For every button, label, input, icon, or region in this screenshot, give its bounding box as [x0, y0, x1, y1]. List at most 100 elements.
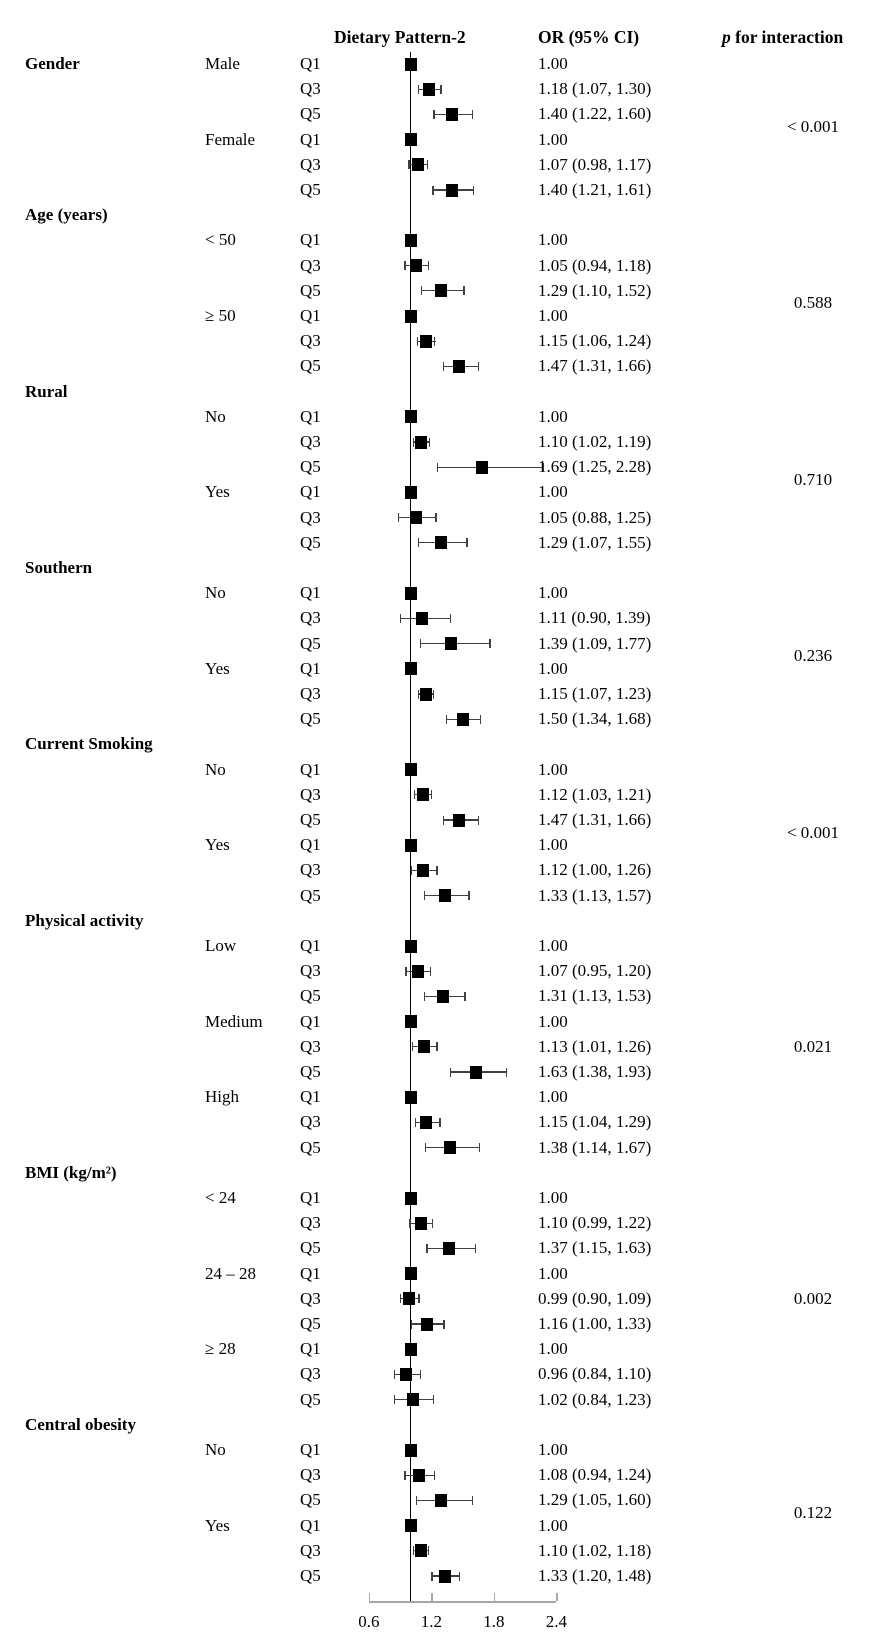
- or-value: 1.00: [538, 230, 568, 250]
- ci-cap-right: [505, 1067, 508, 1077]
- quintile-label: Q1: [300, 658, 321, 678]
- or-marker: [404, 838, 417, 852]
- quintile-label: Q3: [300, 1288, 321, 1308]
- ci-cap-right: [471, 109, 473, 119]
- ci-cap-right: [479, 714, 482, 724]
- ci-cap-left: [404, 1470, 406, 1480]
- quintile-label: Q3: [300, 784, 321, 804]
- quintile-label: Q5: [300, 1137, 321, 1157]
- p-interaction-value: 0.002: [793, 1288, 833, 1308]
- subgroup-label: No: [205, 406, 226, 426]
- or-value: 1.07 (0.98, 1.17): [538, 154, 652, 174]
- quintile-label: Q1: [300, 406, 321, 426]
- or-value: 1.00: [538, 1440, 568, 1459]
- x-axis-tick-label: 1.2: [420, 1612, 442, 1631]
- or-marker: [411, 158, 424, 172]
- or-value: 1.00: [538, 658, 568, 678]
- quintile-label: Q1: [300, 1263, 321, 1283]
- or-marker: [404, 309, 417, 323]
- or-marker: [412, 1468, 425, 1482]
- or-marker: [476, 460, 489, 474]
- or-marker: [404, 1342, 417, 1356]
- or-marker: [404, 1090, 417, 1104]
- ci-cap-left: [412, 437, 414, 447]
- subgroup-label: Low: [205, 936, 237, 955]
- or-value: 1.00: [538, 1011, 568, 1031]
- quintile-label: Q5: [300, 104, 321, 124]
- or-marker: [404, 410, 417, 424]
- ci-cap-right: [430, 790, 433, 800]
- ci-cap-right: [427, 1546, 430, 1556]
- ci-cap-right: [471, 1495, 473, 1505]
- subgroup-label: Yes: [205, 835, 230, 855]
- or-value: 1.00: [538, 835, 568, 855]
- p-column-header: p for interaction: [722, 27, 843, 48]
- ci-cap-left: [432, 185, 434, 195]
- or-value: 1.18 (1.07, 1.30): [538, 79, 652, 99]
- or-value: 1.50 (1.34, 1.68): [538, 709, 652, 729]
- ci-cap-left: [419, 639, 422, 649]
- or-value: 1.00: [538, 306, 568, 325]
- quintile-label: Q5: [300, 457, 321, 477]
- subgroup-label: High: [205, 1087, 239, 1107]
- ci-cap-right: [432, 1218, 434, 1228]
- ci-cap-left: [404, 261, 406, 271]
- or-marker: [409, 259, 422, 273]
- or-value: 1.15 (1.07, 1.23): [538, 684, 652, 703]
- quintile-label: Q5: [300, 1062, 321, 1081]
- group-label: Gender: [25, 54, 80, 73]
- ci-cap-left: [417, 84, 420, 94]
- ci-cap-left: [410, 1319, 412, 1329]
- or-value: 1.05 (0.94, 1.18): [538, 255, 652, 275]
- ci-cap-left: [426, 1243, 428, 1253]
- ci-cap-left: [412, 1546, 414, 1556]
- ci-cap-right: [472, 185, 475, 195]
- or-marker: [414, 435, 427, 449]
- subgroup-label: Male: [205, 54, 240, 73]
- or-marker: [414, 1216, 427, 1230]
- quintile-label: Q5: [300, 1389, 321, 1409]
- or-value: 1.00: [538, 759, 568, 779]
- or-marker: [406, 1393, 419, 1407]
- or-marker: [446, 183, 459, 197]
- ci-cap-right: [468, 891, 470, 901]
- p-column-header-rest: for interaction: [730, 27, 844, 47]
- subgroup-label: No: [205, 1440, 226, 1459]
- ci-cap-left: [411, 1042, 413, 1052]
- ci-cap-left: [405, 966, 407, 976]
- or-marker: [453, 813, 466, 827]
- quintile-label: Q3: [300, 1465, 321, 1485]
- or-marker: [404, 763, 417, 777]
- or-marker: [434, 1493, 447, 1507]
- or-value: 1.00: [538, 936, 568, 955]
- or-marker: [400, 1367, 413, 1381]
- quintile-label: Q5: [300, 1566, 321, 1585]
- ci-cap-right: [464, 991, 466, 1001]
- or-value: 1.37 (1.15, 1.63): [538, 1238, 652, 1258]
- or-value: 1.00: [538, 1188, 568, 1207]
- or-marker: [404, 662, 417, 676]
- or-marker: [404, 1191, 417, 1205]
- or-marker: [445, 637, 458, 651]
- or-marker: [456, 712, 469, 726]
- ci-cap-right: [428, 437, 431, 447]
- subgroup-label: Yes: [205, 482, 230, 502]
- quintile-label: Q5: [300, 1490, 321, 1510]
- subgroup-label: Yes: [205, 1515, 230, 1535]
- quintile-label: Q1: [300, 306, 321, 325]
- quintile-label: Q1: [300, 1011, 321, 1031]
- subgroup-label: ≥ 28: [205, 1339, 236, 1359]
- reference-line: [410, 52, 412, 1601]
- group-label: Current Smoking: [25, 734, 153, 754]
- ci-cap-left: [445, 714, 448, 724]
- or-marker: [404, 1519, 417, 1533]
- ci-cap-left: [400, 1294, 402, 1304]
- or-value: 1.00: [538, 583, 568, 603]
- or-marker: [423, 82, 436, 96]
- quintile-label: Q5: [300, 280, 321, 300]
- ci-cap-right: [426, 160, 429, 170]
- x-axis-tick: [556, 1593, 558, 1601]
- ci-cap-left: [436, 462, 438, 472]
- p-interaction-value: 0.236: [793, 646, 833, 666]
